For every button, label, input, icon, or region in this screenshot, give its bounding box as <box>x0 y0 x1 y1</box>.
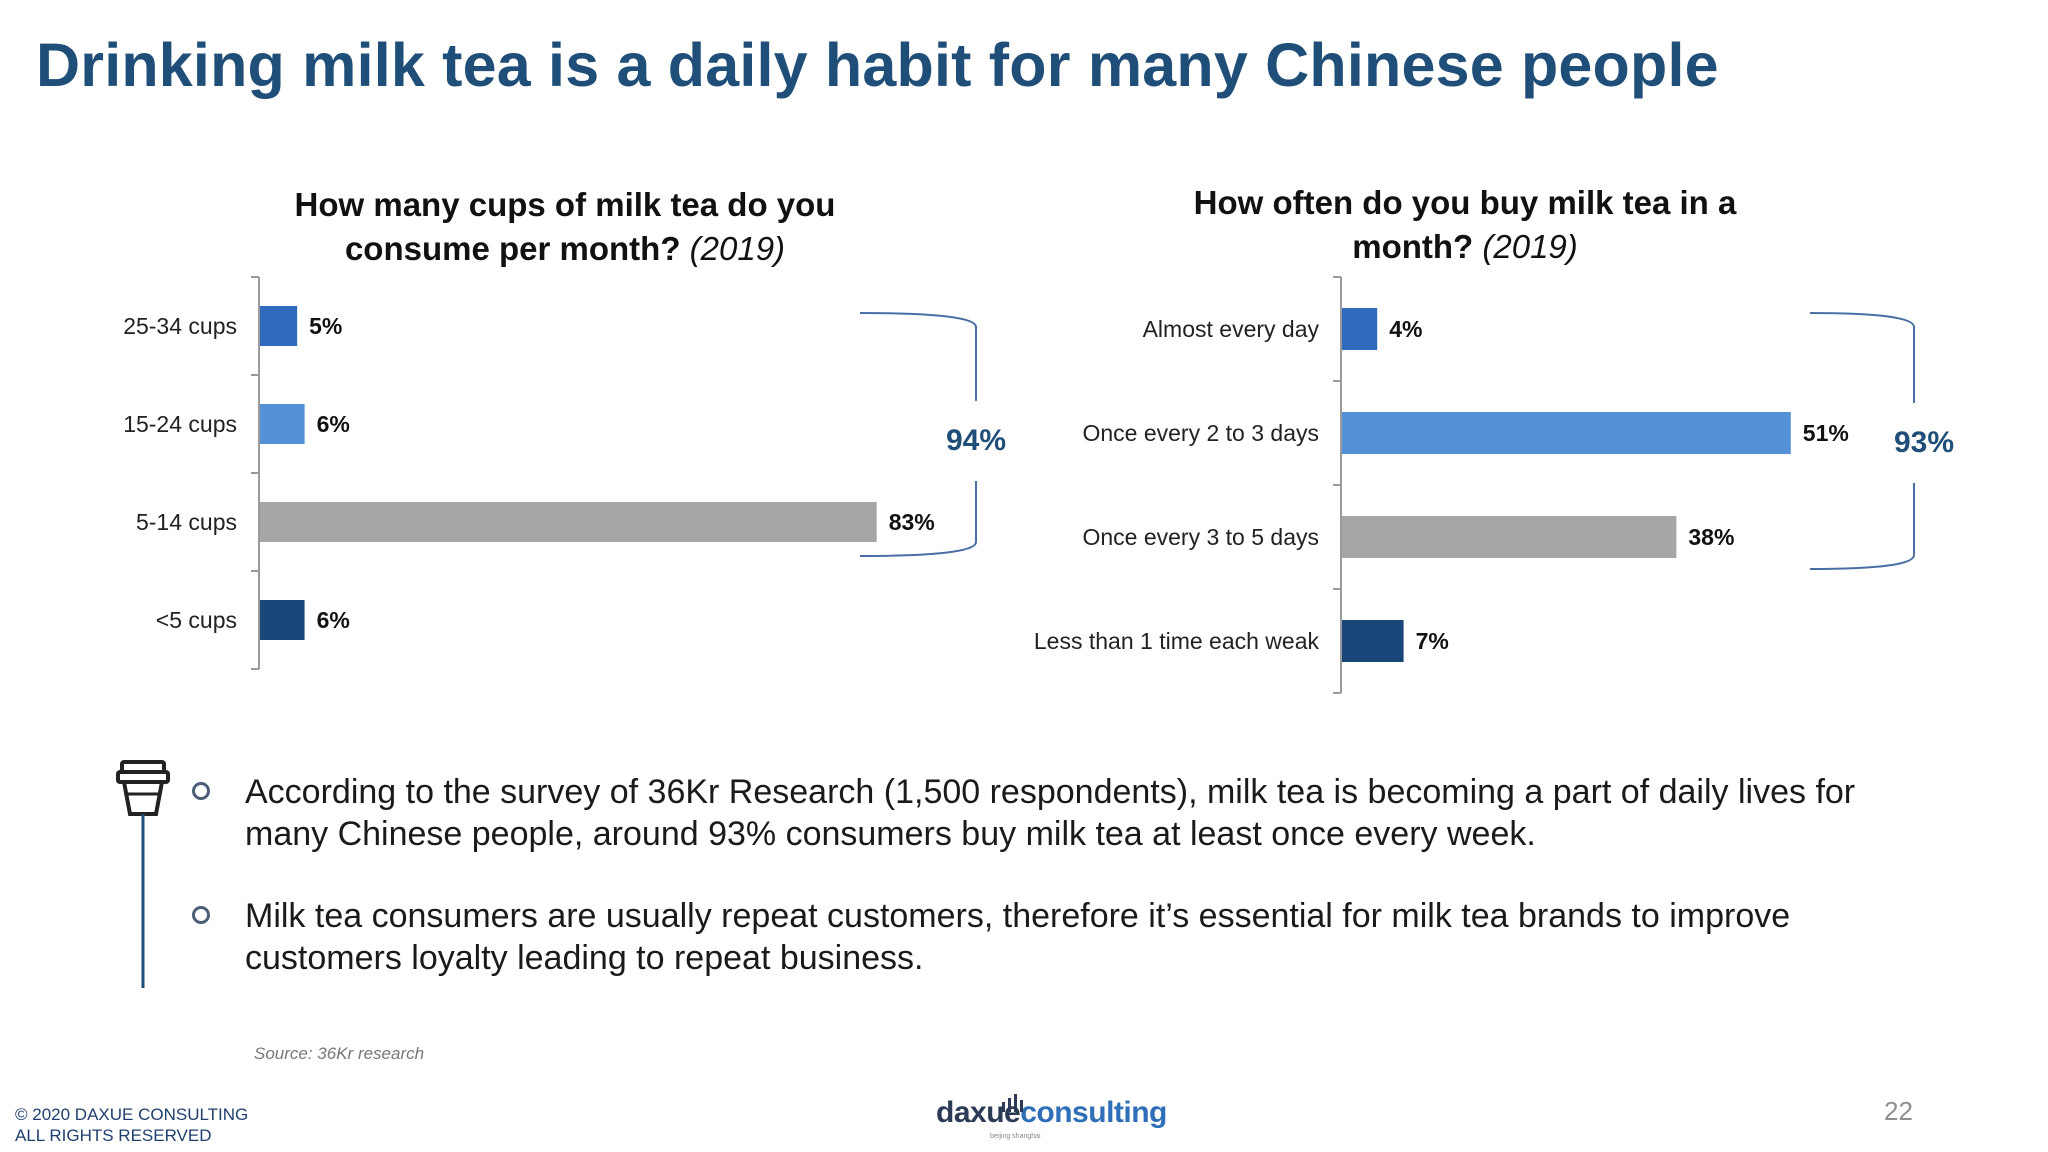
chart-2-category-label: Less than 1 time each weak <box>1034 628 1320 654</box>
chart-2-bar <box>1342 620 1404 662</box>
logo-bars-icon <box>1002 1094 1023 1112</box>
chart-2-bracket-top <box>1809 312 1915 403</box>
source-note: Source: 36Kr research <box>254 1044 425 1063</box>
chart-2-title: How often do you buy milk tea in a month… <box>1150 181 1780 269</box>
chart-2-value-label: 4% <box>1389 316 1422 342</box>
chart-1-bracket-bottom <box>859 481 977 557</box>
chart-1-bar <box>260 502 877 542</box>
chart-1-bracket-label: 94% <box>946 424 1006 457</box>
page-number: 22 <box>1884 1096 1913 1126</box>
chart-1-bar <box>260 404 305 444</box>
chart-2-category-label: Once every 2 to 3 days <box>1082 420 1319 446</box>
logo-daxue: daxue <box>936 1096 1021 1129</box>
chart-2-title-text: How often do you buy milk tea in a month… <box>1193 184 1737 265</box>
chart-1-bar <box>260 306 298 346</box>
chart-1-title: How many cups of milk tea do you consume… <box>230 183 900 271</box>
chart-1-title-text: How many cups of milk tea do you consume… <box>294 186 836 267</box>
chart-1-bracket-top <box>859 312 977 401</box>
bullet-dot <box>192 782 210 800</box>
copyright: © 2020 DAXUE CONSULTING ALL RIGHTS RESER… <box>15 1104 248 1146</box>
copyright-line-1: © 2020 DAXUE CONSULTING <box>15 1105 249 1124</box>
page-title: Drinking milk tea is a daily habit for m… <box>36 31 1719 99</box>
bullet-2: Milk tea consumers are usually repeat cu… <box>245 897 1791 977</box>
chart-1-title-year: (2019) <box>689 230 786 267</box>
chart-1-category-label: 25-34 cups <box>123 313 237 339</box>
chart-1-value-label: 5% <box>309 313 342 339</box>
chart-1-category-label: <5 cups <box>156 607 237 633</box>
chart-2-title-year: (2019) <box>1482 228 1578 265</box>
chart-2-bracket-label: 93% <box>1894 426 1954 459</box>
chart-1-category-label: 5-14 cups <box>136 509 237 535</box>
chart-2-category-label: Once every 3 to 5 days <box>1082 524 1319 550</box>
chart-2-bar <box>1342 412 1791 454</box>
chart-1-value-label: 6% <box>317 411 350 437</box>
chart-1-value-label: 6% <box>317 607 350 633</box>
chart-2-bracket-bottom <box>1809 483 1915 570</box>
bullet-dot <box>192 906 210 924</box>
copyright-line-2: ALL RIGHTS RESERVED <box>15 1126 212 1145</box>
chart-1-value-label: 83% <box>889 509 935 535</box>
chart-2-value-label: 7% <box>1416 628 1449 654</box>
chart-2-bar <box>1342 308 1378 350</box>
chart-1-category-label: 15-24 cups <box>123 411 237 437</box>
logo-consulting: consulting <box>1020 1096 1167 1129</box>
chart-2-bar <box>1342 516 1677 558</box>
logo-subtitle: beijing shanghai <box>990 1133 1041 1140</box>
chart-1-bar <box>260 600 305 640</box>
milk-tea-cup-icon <box>116 760 170 988</box>
chart-2-category-label: Almost every day <box>1143 316 1320 342</box>
chart-2-value-label: 38% <box>1688 524 1734 550</box>
daxue-logo: daxueconsulting <box>936 1096 1167 1130</box>
bullet-1: According to the survey of 36Kr Research… <box>245 773 1856 853</box>
chart-2-value-label: 51% <box>1803 420 1849 446</box>
